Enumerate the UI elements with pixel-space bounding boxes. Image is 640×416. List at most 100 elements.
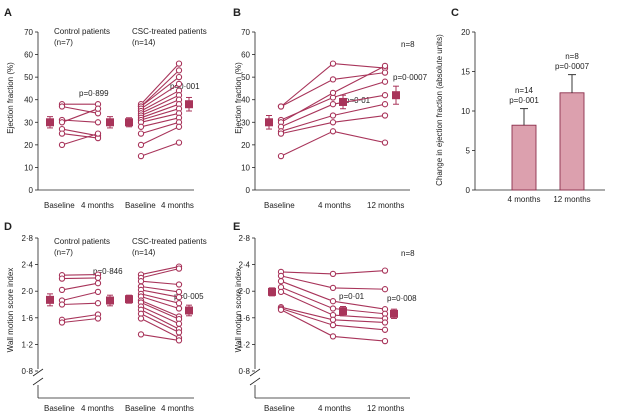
patient-point	[175, 123, 183, 130]
patient-point	[175, 337, 183, 344]
patient-line	[61, 133, 99, 139]
patient-point	[137, 130, 145, 137]
patient-point	[329, 101, 337, 108]
panel-c-p-1: p=0·0007	[555, 62, 590, 71]
patient-point	[175, 320, 183, 327]
panel-e-axes	[249, 238, 410, 399]
patient-line	[140, 70, 180, 107]
patient-point	[175, 265, 183, 272]
panel-a-csc-p: p=0·001	[170, 82, 200, 91]
patient-point	[381, 139, 389, 146]
panel-e-label: E	[233, 221, 240, 233]
patient-point	[175, 80, 183, 88]
patient-point	[277, 306, 285, 313]
panel-b-label: B	[233, 7, 241, 19]
patient-point	[175, 60, 183, 67]
patient-line	[61, 313, 99, 321]
patient-line	[140, 289, 180, 298]
panel-a-xlabel-0: Baseline	[44, 201, 75, 210]
patient-line	[140, 83, 180, 110]
panel-e-xlabel-2: 12 months	[367, 404, 404, 413]
patient-point	[94, 315, 102, 322]
panel-b-n: n=8	[401, 40, 415, 49]
panel-e-xlabel-0: Baseline	[264, 404, 295, 413]
patient-point	[58, 319, 66, 326]
patient-line	[140, 333, 180, 341]
patient-point	[137, 141, 145, 149]
patient-point	[329, 316, 337, 323]
ytick-label: 0·8	[21, 367, 33, 376]
ytick-label: 30	[241, 118, 250, 127]
patient-line	[140, 117, 180, 128]
patient-line	[140, 318, 180, 339]
panel-e-p-4m: p=0·01	[339, 292, 365, 301]
patient-point	[175, 300, 183, 307]
panel-a-control-p: p=0·899	[79, 89, 109, 98]
patient-point	[381, 267, 389, 274]
ytick-label: 50	[241, 73, 250, 82]
ytick-label: 60	[241, 51, 250, 60]
panel-a-control-n: (n=7)	[54, 38, 73, 47]
panel-c-axes	[474, 32, 605, 191]
panel-e-yticks: 0·8 1·2 1·6 2·0 2·4 2·8	[238, 234, 255, 376]
ytick-label: 0	[466, 186, 471, 195]
patient-line	[140, 99, 180, 117]
panel-d-xlabel-0: Baseline	[44, 404, 75, 413]
panel-e-ylabel: Wall motion score index	[234, 268, 243, 353]
patient-point	[175, 73, 183, 81]
panel-a: A Ejection fraction (%) 010203040506070 …	[4, 7, 207, 210]
patient-point	[137, 152, 145, 160]
panel-a-csc-name: CSC-treated patients	[132, 27, 207, 36]
ytick-label: 20	[241, 141, 250, 150]
patient-point	[58, 130, 66, 137]
panel-d-csc-p: p=0·005	[174, 292, 204, 301]
ytick-label: 0·8	[238, 367, 250, 376]
patient-line	[61, 282, 99, 291]
patient-point	[329, 112, 337, 119]
patient-point	[329, 76, 337, 83]
patient-line	[140, 126, 180, 146]
ytick-label: 0	[246, 186, 251, 195]
patient-line	[140, 268, 180, 279]
panel-d-ylabel: Wall motion score index	[6, 268, 15, 353]
patient-line	[280, 130, 386, 157]
patient-line	[140, 121, 180, 135]
patient-point	[94, 300, 102, 307]
patient-point	[381, 101, 389, 108]
patient-line	[140, 295, 180, 310]
patient-point	[175, 305, 183, 312]
patient-point	[175, 329, 183, 336]
patient-line	[61, 277, 99, 280]
panel-e-n: n=8	[401, 249, 415, 258]
panel-c-label: C	[451, 7, 459, 19]
patient-line	[140, 313, 180, 333]
patient-point	[175, 139, 183, 146]
patient-point	[277, 288, 285, 296]
ytick-label: 1·2	[238, 340, 250, 349]
patient-point	[94, 288, 102, 296]
panel-b: B Ejection fraction (%) 010203040506070 …	[233, 7, 428, 210]
patient-line	[140, 309, 180, 330]
panel-c: C Change in ejection fraction (absolute …	[435, 7, 605, 204]
patient-line	[61, 291, 99, 302]
panel-a-label: A	[4, 7, 12, 19]
patient-line	[140, 142, 180, 157]
mean-marker	[106, 118, 114, 127]
panel-d-axis-break-upper	[32, 368, 44, 377]
panel-d-axis-break-lower	[32, 377, 44, 386]
panel-a-axes	[37, 32, 194, 191]
patient-line	[140, 90, 180, 112]
panel-d-marks	[46, 263, 193, 344]
patient-line	[140, 301, 180, 320]
patient-point	[94, 119, 102, 126]
panel-d-csc-n: (n=14)	[132, 248, 156, 257]
patient-point	[94, 105, 102, 112]
panel-d-csc-name: CSC-treated patients	[132, 237, 207, 246]
patient-point	[329, 89, 337, 97]
patient-point	[277, 103, 285, 110]
ytick-label: 20	[24, 141, 33, 150]
patient-line	[61, 302, 99, 306]
patient-point	[329, 305, 337, 312]
patient-line	[61, 108, 99, 123]
